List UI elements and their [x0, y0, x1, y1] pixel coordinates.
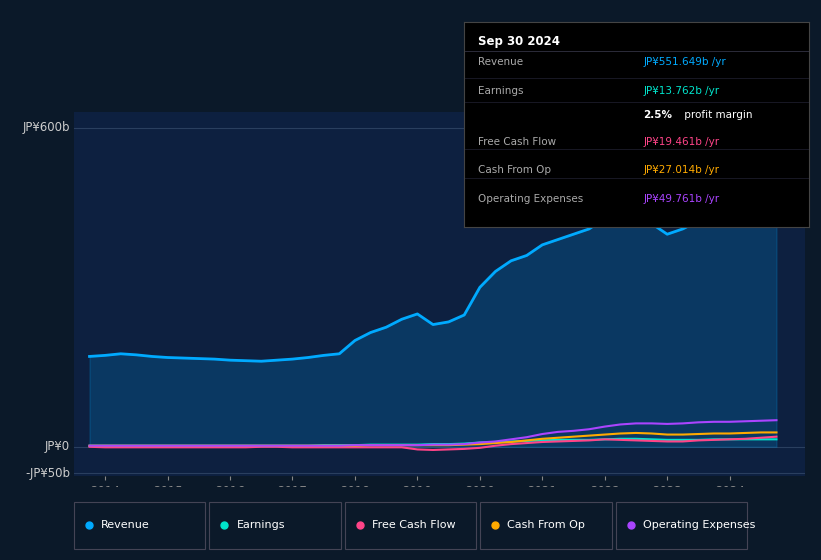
FancyBboxPatch shape [74, 502, 205, 549]
Text: Cash From Op: Cash From Op [478, 166, 551, 175]
Text: Revenue: Revenue [101, 520, 149, 530]
Text: JP¥27.014b /yr: JP¥27.014b /yr [643, 166, 719, 175]
Text: Operating Expenses: Operating Expenses [478, 194, 583, 204]
Text: Earnings: Earnings [478, 86, 523, 96]
Text: JP¥49.761b /yr: JP¥49.761b /yr [643, 194, 719, 204]
Text: Free Cash Flow: Free Cash Flow [372, 520, 456, 530]
Text: Free Cash Flow: Free Cash Flow [478, 137, 556, 147]
FancyBboxPatch shape [209, 502, 341, 549]
Text: Cash From Op: Cash From Op [507, 520, 585, 530]
Text: profit margin: profit margin [681, 110, 753, 120]
Text: Earnings: Earnings [236, 520, 285, 530]
Text: JP¥0: JP¥0 [45, 440, 71, 453]
FancyBboxPatch shape [345, 502, 476, 549]
Text: Sep 30 2024: Sep 30 2024 [478, 35, 560, 48]
Text: JP¥551.649b /yr: JP¥551.649b /yr [643, 57, 726, 67]
FancyBboxPatch shape [616, 502, 747, 549]
Text: -JP¥50b: -JP¥50b [25, 467, 71, 480]
Text: Revenue: Revenue [478, 57, 523, 67]
Text: JP¥19.461b /yr: JP¥19.461b /yr [643, 137, 719, 147]
Text: JP¥13.762b /yr: JP¥13.762b /yr [643, 86, 719, 96]
FancyBboxPatch shape [480, 502, 612, 549]
Text: Operating Expenses: Operating Expenses [643, 520, 755, 530]
Text: 2.5%: 2.5% [643, 110, 672, 120]
Text: JP¥600b: JP¥600b [23, 122, 71, 134]
